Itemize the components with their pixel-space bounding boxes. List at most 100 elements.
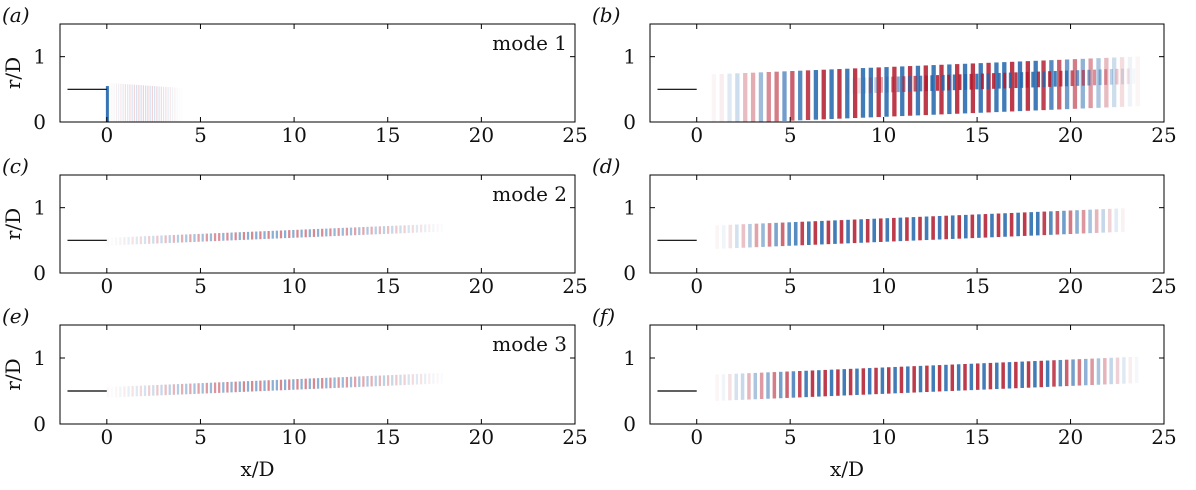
field-stripe — [911, 217, 916, 241]
field-stripe — [333, 377, 336, 389]
mode-label: mode 1 — [492, 31, 567, 55]
field-stripe — [1001, 362, 1005, 389]
field-stripe — [931, 216, 935, 240]
field-stripe — [419, 373, 423, 385]
field-stripe — [362, 376, 365, 387]
field-stripe — [1104, 57, 1109, 108]
field-stripe — [111, 238, 113, 246]
field-stripe — [115, 386, 118, 398]
field-stripe — [787, 222, 791, 246]
y-tick-label: 0 — [623, 110, 636, 134]
field-stripe — [154, 86, 156, 122]
field-stripe — [300, 229, 303, 238]
field-stripe — [813, 70, 819, 120]
field-stripe — [748, 223, 752, 248]
field-stripe — [255, 231, 258, 240]
field-stripe — [1081, 209, 1086, 234]
field-stripe — [846, 78, 850, 94]
field-stripe — [111, 387, 113, 398]
field-stripe — [970, 63, 976, 114]
field-stripe — [1049, 60, 1054, 110]
field-stripe — [753, 372, 758, 400]
field-stripe — [354, 227, 357, 236]
field-stripe — [131, 236, 134, 245]
field-stripe — [160, 235, 163, 244]
field-stripe — [185, 383, 188, 395]
panel-1: 0 5 10 15 20 25 0 1(b) — [592, 3, 1177, 147]
x-tick-label: 0 — [690, 274, 703, 298]
field-stripe — [918, 365, 923, 393]
field-stripe — [325, 228, 328, 237]
x-tick-label: 10 — [871, 425, 896, 449]
field-stripe — [839, 220, 844, 244]
field-stripe — [176, 384, 180, 395]
field-stripe — [880, 367, 885, 394]
field-stripe — [1128, 356, 1132, 384]
field-stripe — [358, 376, 361, 387]
field-stripe — [1003, 72, 1007, 89]
panel-4: 0 5 10 15 20 25 0 1(e) mode 3 r/D x/D — [1, 304, 588, 481]
field-stripe — [205, 382, 208, 394]
field-stripe — [395, 225, 398, 234]
field-stripe — [1009, 61, 1015, 112]
field-stripe — [878, 218, 883, 242]
field-stripe — [304, 229, 307, 238]
field-stripe — [267, 230, 270, 239]
field-stripe — [113, 83, 115, 122]
field-stripe — [741, 224, 746, 248]
field-stripe — [774, 71, 779, 122]
field-stripe — [982, 363, 986, 390]
field-stripe — [399, 374, 402, 386]
field-stripe — [1052, 360, 1056, 387]
field-stripe — [197, 233, 200, 242]
field-stripe — [424, 373, 427, 385]
field-stripe — [721, 374, 726, 401]
x-tick-label: 5 — [784, 123, 797, 147]
field-stripe — [152, 385, 155, 396]
x-tick-label: 25 — [562, 274, 587, 298]
field-stripe — [906, 366, 910, 393]
field-stripe — [127, 236, 130, 245]
field-stripe — [964, 74, 968, 90]
field-stripe — [345, 376, 349, 388]
field-stripe — [1075, 210, 1079, 234]
field-stripe — [123, 386, 126, 397]
x-tick-label: 20 — [469, 425, 494, 449]
y-axis-label: r/D — [1, 358, 25, 390]
field-stripe — [136, 84, 138, 122]
field-stripe — [868, 67, 874, 118]
field-stripe — [1096, 58, 1101, 108]
field-stripe — [1107, 208, 1112, 233]
plot-frame — [649, 23, 1165, 123]
field-stripe — [855, 368, 859, 395]
field-stripe — [1068, 210, 1073, 235]
field-stripe — [955, 64, 960, 114]
panel-letter: (f) — [592, 304, 615, 328]
field-stripe — [321, 228, 324, 237]
field-stripe — [120, 83, 122, 122]
field-stripe — [1115, 68, 1119, 85]
panel-letter: (a) — [2, 3, 30, 27]
field-stripe — [1020, 72, 1024, 88]
field-stripe — [1035, 211, 1040, 236]
field-stripe — [892, 217, 896, 242]
field-stripe — [230, 381, 233, 393]
field-stripe — [719, 73, 724, 122]
field-stripe — [115, 83, 118, 122]
field-stripe — [185, 234, 188, 243]
field-stripe — [119, 237, 122, 246]
field-stripe — [180, 383, 184, 395]
field-stripe — [1109, 69, 1113, 85]
field-stripe — [124, 84, 127, 122]
field-stripe — [1042, 71, 1046, 88]
field-stripe — [772, 372, 777, 399]
field-stripe — [1014, 361, 1018, 389]
field-stripe — [1014, 72, 1018, 89]
field-stripe — [123, 237, 126, 245]
field-stripe — [163, 86, 165, 122]
field-stripe — [997, 72, 1001, 89]
field-stripe — [805, 70, 811, 121]
field-stripe — [885, 218, 890, 242]
field-stripe — [152, 235, 155, 244]
field-stripe — [1045, 360, 1050, 387]
